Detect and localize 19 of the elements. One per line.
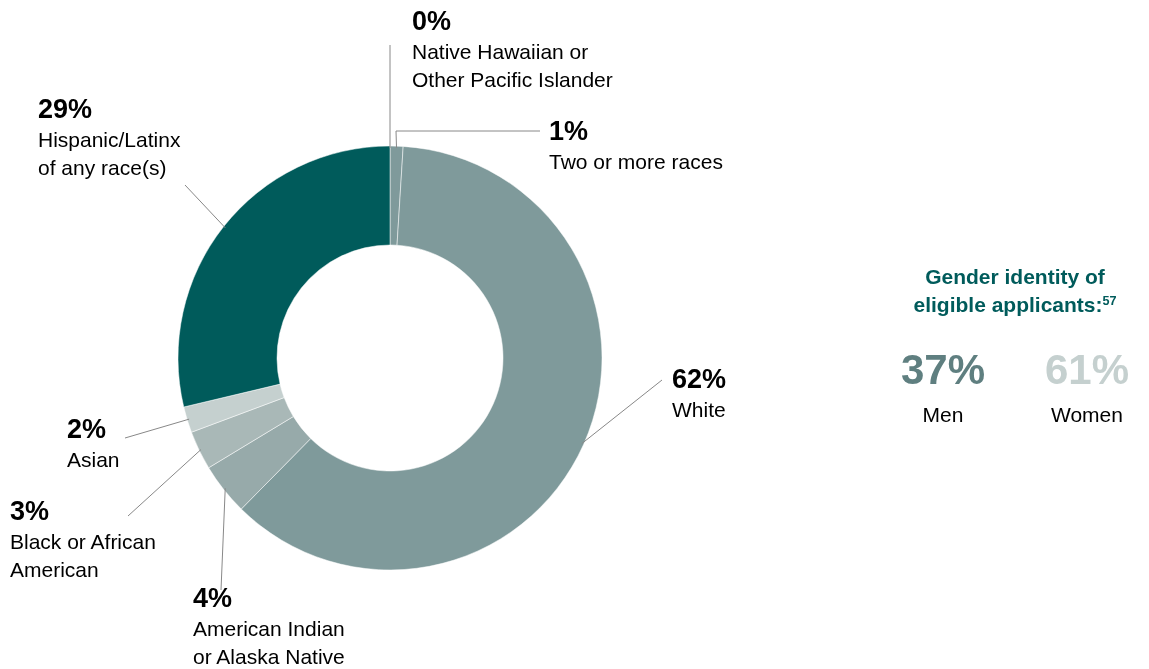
data-label: 2% [67,414,107,444]
text: Women [1051,403,1123,426]
slice-label: White [672,398,726,421]
category-label: Native Hawaiian or Other Pacific Islander [412,40,613,91]
slice-label: American Indian or Alaska Native [193,617,345,668]
data-label: 1% [549,116,589,146]
data-label: 3% [10,496,50,526]
text: 37% [900,346,986,393]
slice-label: Black or African American [10,530,156,581]
data-label: 62% [672,364,727,394]
slice-label: Hispanic/Latinx of any race(s) [38,128,181,179]
slice-label: Asian [67,448,120,471]
slice-label: Two or more races [549,150,723,173]
text: Men [922,403,964,426]
text: 61% [1044,346,1130,393]
text: Gender identity of eligible applicants:$^{57}$ [913,265,1117,316]
data-label: 29% [38,94,93,124]
text: 0% [412,6,452,36]
data-label: 4% [193,583,233,613]
